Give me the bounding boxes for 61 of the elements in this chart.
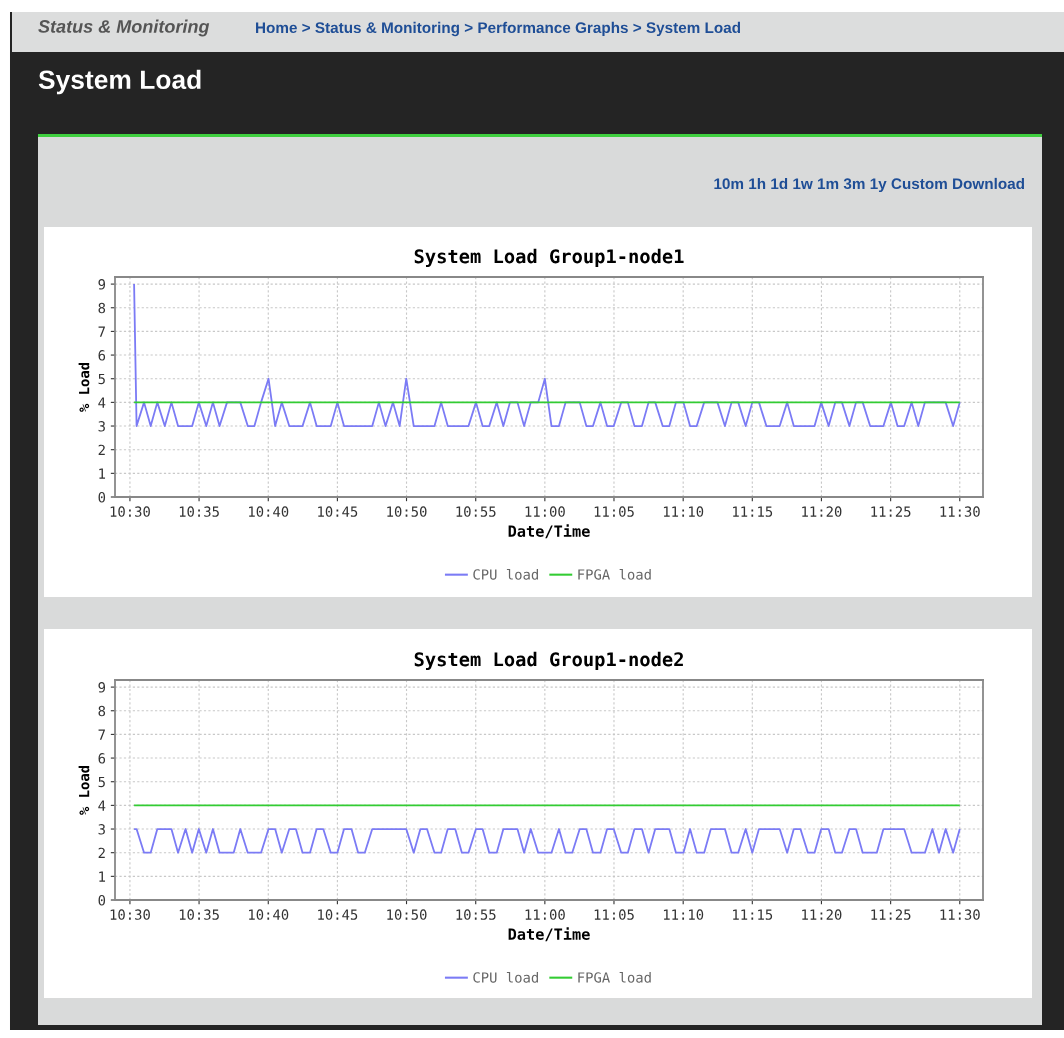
y-tick-label: 2 xyxy=(98,847,105,858)
y-tick-label: 1 xyxy=(99,468,106,479)
x-tick-label: 11:30 xyxy=(940,506,980,517)
y-tick-label: 2 xyxy=(98,444,105,455)
legend-label: CPU load xyxy=(473,971,538,983)
x-axis-title: Date/Time xyxy=(508,524,590,539)
x-tick-label: 10:30 xyxy=(110,909,150,920)
y-tick-label: 0 xyxy=(98,895,106,906)
x-tick-label: 10:50 xyxy=(387,506,427,517)
x-tick-label: 10:35 xyxy=(179,506,219,517)
x-axis-title: Date/Time xyxy=(508,927,590,942)
y-axis-title: % Load xyxy=(78,362,90,412)
x-tick-label: 11:25 xyxy=(871,506,911,517)
x-tick-label: 10:45 xyxy=(318,506,358,517)
x-tick-label: 11:10 xyxy=(663,506,704,517)
chart-title: System Load Group1-node1 xyxy=(414,248,684,268)
legend-label: FPGA load xyxy=(578,568,651,580)
x-tick-label: 10:45 xyxy=(318,909,358,920)
x-tick-label: 11:30 xyxy=(940,909,980,920)
y-tick-label: 4 xyxy=(98,397,106,408)
y-tick-label: 8 xyxy=(98,302,106,314)
x-tick-label: 11:15 xyxy=(733,506,773,517)
text: Home > Status & Monitoring > Performance Graphs > System Load xyxy=(256,21,741,37)
x-tick-label: 10:50 xyxy=(387,909,427,920)
y-axis-title: % Load xyxy=(78,765,90,815)
x-tick-label: 11:00 xyxy=(525,909,565,920)
text: 10m 1h 1d 1w 1m 3m 1y Custom Download xyxy=(714,177,1025,193)
x-tick-label: 11:20 xyxy=(802,909,842,920)
x-tick-label: 10:40 xyxy=(249,506,289,517)
x-tick-label: 11:05 xyxy=(594,909,634,920)
text: Status & Monitoring xyxy=(38,19,210,37)
x-tick-label: 10:35 xyxy=(179,909,219,920)
y-tick-label: 7 xyxy=(98,326,105,337)
x-tick-label: 11:20 xyxy=(802,506,842,517)
y-tick-label: 5 xyxy=(98,373,105,385)
y-tick-label: 0 xyxy=(98,492,106,503)
y-tick-label: 8 xyxy=(98,705,106,717)
x-tick-label: 11:10 xyxy=(663,909,704,920)
line-series xyxy=(133,283,961,427)
y-tick-label: 9 xyxy=(98,682,106,693)
x-tick-label: 11:15 xyxy=(733,909,773,920)
y-tick-label: 1 xyxy=(99,871,106,882)
y-tick-label: 4 xyxy=(98,800,106,811)
y-tick-label: 3 xyxy=(98,421,105,432)
x-tick-label: 11:25 xyxy=(871,909,911,920)
y-tick-label: 6 xyxy=(98,753,106,764)
y-tick-label: 6 xyxy=(98,350,106,361)
chart-title: System Load Group1-node2 xyxy=(414,651,683,671)
y-tick-label: 9 xyxy=(98,279,106,290)
text: System Load xyxy=(38,69,201,95)
x-tick-label: 10:55 xyxy=(456,506,496,517)
x-tick-label: 10:55 xyxy=(456,909,496,920)
y-tick-label: 3 xyxy=(98,824,105,835)
x-tick-label: 10:40 xyxy=(249,909,289,920)
legend-label: CPU load xyxy=(473,568,538,580)
legend-label: FPGA load xyxy=(578,971,651,983)
x-tick-label: 10:30 xyxy=(110,506,150,517)
y-tick-label: 5 xyxy=(98,776,105,788)
y-tick-label: 7 xyxy=(98,729,105,740)
x-tick-label: 11:05 xyxy=(594,506,634,517)
x-tick-label: 11:00 xyxy=(525,506,565,517)
